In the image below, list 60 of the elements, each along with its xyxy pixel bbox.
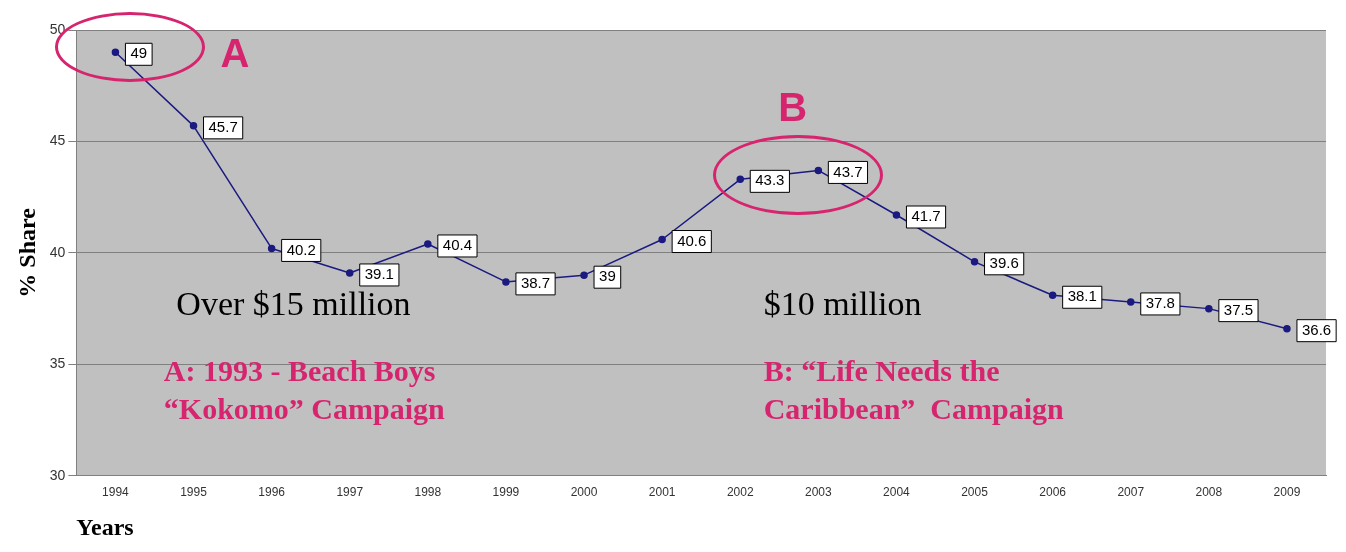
- x-tick-label: 2006: [1039, 485, 1067, 500]
- x-tick-label: 2004: [883, 485, 911, 500]
- y-tick-label: 30: [49, 466, 66, 483]
- x-axis-title: Years: [76, 513, 134, 540]
- point: [736, 175, 744, 184]
- data-label: 37.5: [1223, 300, 1254, 318]
- data-label: 45.7: [208, 117, 238, 135]
- annotation: A: [220, 31, 250, 76]
- point: [580, 271, 588, 279]
- x-tick-label: 2000: [570, 485, 598, 500]
- data-label: 38.7: [520, 274, 551, 292]
- data-label: 39.6: [989, 253, 1019, 271]
- point: [345, 269, 354, 277]
- data-label: 40.2: [286, 240, 316, 258]
- point: [658, 235, 666, 244]
- x-tick-label: 2002: [726, 485, 754, 500]
- x-tick-label: 2001: [648, 485, 676, 500]
- x-tick-label: 2005: [961, 485, 989, 500]
- x-tick-label: 1994: [102, 485, 130, 500]
- data-label: 40.4: [442, 236, 473, 254]
- annotation: A: 1993 - Beach Boys “Kokomo” Campaign: [163, 354, 446, 426]
- data-label: 43.7: [833, 162, 863, 180]
- data-label: 37.8: [1145, 294, 1175, 312]
- point: [1127, 298, 1135, 306]
- data-label: 40.6: [677, 231, 707, 249]
- y-tick-label: 40: [49, 243, 66, 260]
- annotation: $10 million: [763, 285, 922, 323]
- data-label: 39.1: [364, 265, 394, 283]
- point: [892, 211, 901, 219]
- x-tick-label: 1998: [414, 485, 442, 500]
- point: [502, 278, 510, 286]
- x-tick-label: 1999: [492, 485, 520, 500]
- x-tick-label: 2008: [1195, 485, 1223, 500]
- x-tick-label: 2009: [1273, 485, 1301, 500]
- point: [1048, 291, 1057, 299]
- x-tick-label: 1995: [180, 485, 208, 500]
- data-label: 36.6: [1301, 320, 1332, 338]
- x-tick-label: 2007: [1117, 485, 1145, 500]
- data-label: 43.3: [755, 171, 785, 189]
- y-axis-title: % Share: [13, 207, 40, 298]
- x-tick-label: 1996: [258, 485, 286, 500]
- x-tick-label: 2003: [804, 485, 833, 500]
- point: [111, 48, 120, 57]
- data-label: 49: [130, 44, 148, 62]
- point: [1205, 304, 1213, 313]
- annotation: B: [778, 85, 808, 130]
- point: [1283, 324, 1291, 333]
- data-label: 39: [599, 267, 616, 285]
- point: [189, 122, 198, 130]
- annotation: Over $15 million: [176, 285, 411, 323]
- data-label: 38.1: [1067, 287, 1097, 305]
- y-tick-label: 45: [49, 132, 66, 149]
- data-label: 41.7: [911, 207, 941, 225]
- x-tick-label: 1997: [336, 485, 364, 500]
- point: [424, 240, 432, 248]
- point: [267, 244, 276, 253]
- y-tick-label: 35: [49, 355, 66, 372]
- point: [970, 258, 979, 266]
- point: [814, 166, 823, 175]
- annotation: B: “Life Needs the Caribbean” Campaign: [763, 354, 1065, 426]
